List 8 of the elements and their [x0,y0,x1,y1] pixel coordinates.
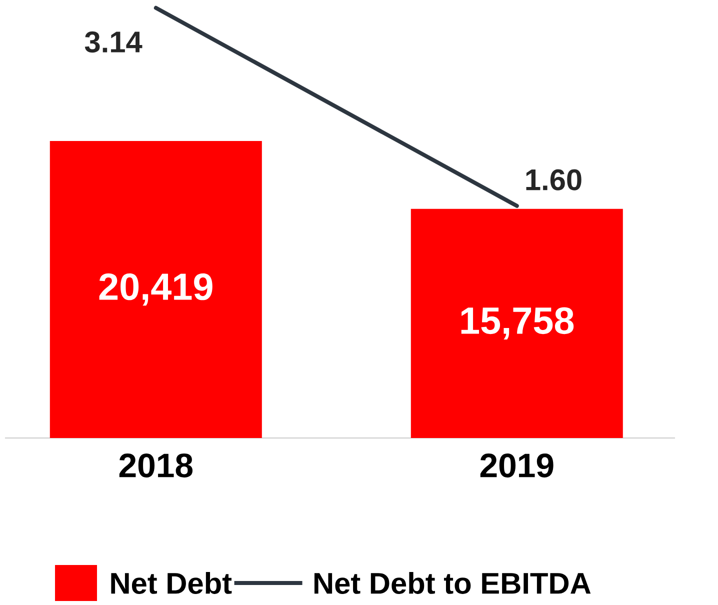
data-label: 3.14 [84,31,142,53]
data-label: 1.60 [526,169,582,190]
x-tick-label: 2019 [480,454,554,478]
data-label: 20,419 [99,273,212,306]
legend-label: Net Debt to EBITDA [314,572,591,594]
x-tick-label: 2018 [119,454,193,478]
data-label: 15,758 [461,307,574,340]
legend-label: Net Debt [111,572,232,594]
